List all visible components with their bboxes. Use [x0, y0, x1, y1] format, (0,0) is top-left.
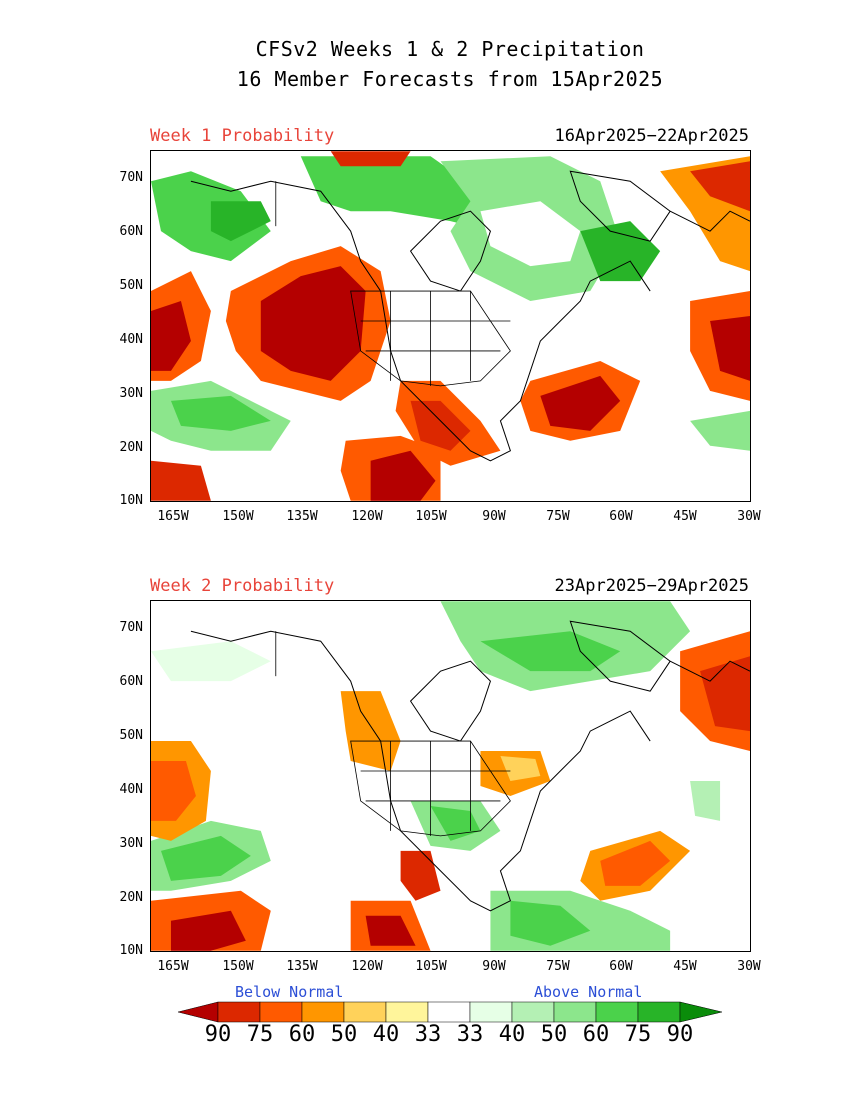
week1-coastlines: [190, 170, 750, 462]
week2-dates: 23Apr2025−29Apr2025: [554, 576, 749, 596]
legend-swatch: [217, 1001, 261, 1023]
w1-lon-165w: 165W: [157, 509, 189, 524]
w2-lon-90w: 90W: [482, 959, 506, 974]
legend-swatch: [469, 1001, 513, 1023]
week2-red-regions: [151, 631, 750, 951]
legend-above-normal: Above Normal: [534, 983, 643, 1001]
week1-map: [150, 150, 751, 502]
w2-lat-30n: 30N: [119, 836, 143, 851]
week1-label: Week 1 Probability: [150, 126, 335, 146]
w1-lon-45w: 45W: [673, 509, 697, 524]
legend-swatch: [301, 1001, 345, 1023]
week1-dates: 16Apr2025−22Apr2025: [554, 126, 749, 146]
w2-lat-40n: 40N: [119, 782, 143, 797]
legend-number: 40: [498, 1022, 526, 1047]
legend-number: 60: [288, 1022, 316, 1047]
w2-lat-10n: 10N: [119, 943, 143, 958]
legend-swatch: [553, 1001, 597, 1023]
legend-number: 33: [414, 1022, 442, 1047]
w2-lon-45w: 45W: [673, 959, 697, 974]
w2-lat-20n: 20N: [119, 890, 143, 905]
legend-number: 75: [624, 1022, 652, 1047]
w1-lat-40n: 40N: [119, 332, 143, 347]
w2-lat-50n: 50N: [119, 728, 143, 743]
week2-state-borders: [275, 631, 511, 837]
w1-lat-30n: 30N: [119, 386, 143, 401]
legend-swatch: [511, 1001, 555, 1023]
week2-map: [150, 600, 751, 952]
w1-lon-135w: 135W: [286, 509, 318, 524]
w1-lon-120w: 120W: [351, 509, 383, 524]
w2-lon-135w: 135W: [286, 959, 318, 974]
legend-swatch: [259, 1001, 303, 1023]
legend-swatch: [637, 1001, 681, 1023]
w2-lon-30w: 30W: [737, 959, 761, 974]
legend-number: 33: [456, 1022, 484, 1047]
week1-red-regions: [151, 151, 750, 501]
w2-lon-75w: 75W: [546, 959, 570, 974]
legend-swatch: [385, 1001, 429, 1023]
w2-lon-60w: 60W: [609, 959, 633, 974]
w2-lat-60n: 60N: [119, 674, 143, 689]
w1-lat-60n: 60N: [119, 224, 143, 239]
w1-lon-60w: 60W: [609, 509, 633, 524]
legend-colorbar: [177, 1001, 723, 1023]
w2-lon-165w: 165W: [157, 959, 189, 974]
legend-number: 90: [204, 1022, 232, 1047]
legend-number: 50: [540, 1022, 568, 1047]
week2-map-svg: [151, 601, 750, 951]
w1-lon-150w: 150W: [222, 509, 254, 524]
w1-lon-75w: 75W: [546, 509, 570, 524]
chart-subtitle: 16 Member Forecasts from 15Apr2025: [236, 67, 664, 91]
legend-number: 40: [372, 1022, 400, 1047]
week1-map-svg: [151, 151, 750, 501]
legend-number: 60: [582, 1022, 610, 1047]
w1-lat-70n: 70N: [119, 170, 143, 185]
w2-lon-120w: 120W: [351, 959, 383, 974]
week1-state-borders: [275, 181, 511, 387]
w2-lat-70n: 70N: [119, 620, 143, 635]
week2-coastlines: [190, 620, 750, 912]
legend-number: 75: [246, 1022, 274, 1047]
legend-swatch: [595, 1001, 639, 1023]
week1-green-regions: [151, 156, 750, 451]
w1-lat-10n: 10N: [119, 493, 143, 508]
legend-swatch: [427, 1001, 471, 1023]
w2-lon-150w: 150W: [222, 959, 254, 974]
legend-number: 90: [666, 1022, 694, 1047]
chart-title: CFSv2 Weeks 1 & 2 Precipitation: [255, 37, 645, 61]
legend-arrow-right: [679, 1001, 723, 1023]
w1-lon-105w: 105W: [415, 509, 447, 524]
w1-lon-30w: 30W: [737, 509, 761, 524]
legend-number: 50: [330, 1022, 358, 1047]
w1-lon-90w: 90W: [482, 509, 506, 524]
w1-lat-50n: 50N: [119, 278, 143, 293]
legend-swatch: [343, 1001, 387, 1023]
week2-label: Week 2 Probability: [150, 576, 335, 596]
legend-arrow-left: [177, 1001, 219, 1023]
week2-green-regions: [151, 601, 721, 951]
w1-lat-20n: 20N: [119, 440, 143, 455]
w2-lon-105w: 105W: [415, 959, 447, 974]
legend-below-normal: Below Normal: [235, 983, 344, 1001]
